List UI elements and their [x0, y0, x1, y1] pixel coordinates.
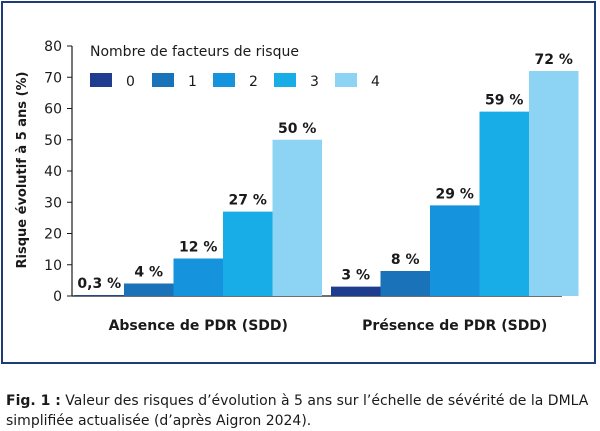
legend-label: 4: [371, 74, 380, 90]
legend-label: 3: [310, 74, 319, 90]
data-label: 72 %: [535, 52, 573, 68]
bar: [331, 286, 381, 296]
y-tick-label: 30: [44, 195, 62, 211]
legend: 0 1 2 3 4: [90, 73, 380, 90]
legend-swatch: [213, 73, 235, 87]
bar: [430, 205, 480, 296]
category-label: Absence de PDR (SDD): [109, 318, 288, 334]
legend-label: 1: [188, 74, 197, 90]
bar: [124, 283, 174, 296]
data-label: 8 %: [391, 252, 420, 268]
legend-swatch: [90, 73, 112, 87]
figure-caption: Fig. 1 : Valeur des risques d’évolution …: [6, 391, 596, 431]
category-label: Présence de PDR (SDD): [362, 318, 547, 334]
y-tick-label: 50: [44, 133, 62, 149]
caption-label: Fig. 1 :: [6, 393, 61, 409]
data-label: 27 %: [229, 193, 267, 209]
bar: [223, 211, 273, 296]
legend-title: Nombre de facteurs de risque: [90, 44, 299, 60]
data-label: 0,3 %: [77, 276, 121, 292]
bar: [74, 295, 124, 296]
data-label: 50 %: [278, 121, 316, 137]
y-tick-label: 0: [53, 289, 62, 305]
y-tick-label: 10: [44, 258, 62, 274]
data-label: 4 %: [134, 265, 163, 281]
y-tick-label: 80: [44, 39, 62, 55]
bar: [479, 111, 529, 296]
y-tick-label: 60: [44, 102, 62, 118]
bars: 0,3 % 4 % 12 % 27 % 50 % Absence de PDR (SDD)…: [74, 52, 579, 334]
legend-label: 2: [249, 74, 258, 90]
legend-swatch: [152, 73, 174, 87]
data-label: 12 %: [179, 240, 217, 256]
bar: [173, 258, 223, 296]
data-label: 3 %: [341, 268, 370, 284]
y-axis-title: Risque évolutif à 5 ans (%): [15, 72, 30, 269]
legend-swatch: [335, 73, 357, 87]
figure-frame: [1, 1, 596, 364]
bar: [272, 139, 322, 296]
y-tick-label: 20: [44, 227, 62, 243]
bar-chart: Risque évolutif à 5 ans (%) Nombre de fa…: [15, 39, 579, 334]
y-tick-label: 70: [44, 70, 62, 86]
y-tick-label: 40: [44, 164, 62, 180]
data-label: 59 %: [485, 93, 523, 109]
data-label: 29 %: [436, 186, 474, 202]
bar: [380, 271, 430, 296]
legend-label: 0: [126, 74, 135, 90]
bar: [529, 71, 579, 296]
caption-text: Valeur des risques d’évolution à 5 ans s…: [6, 393, 589, 429]
legend-swatch: [274, 73, 296, 87]
